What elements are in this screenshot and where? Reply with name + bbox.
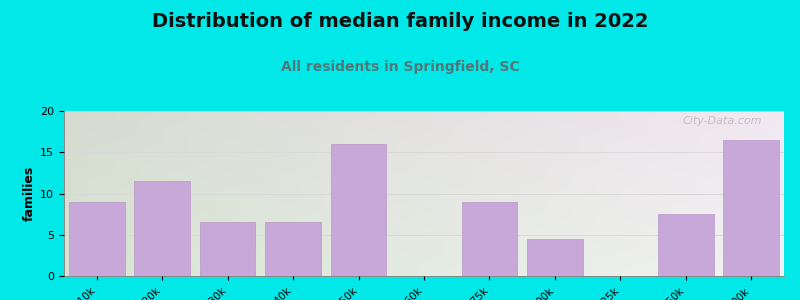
Bar	[200, 222, 255, 276]
Bar	[69, 202, 125, 276]
Bar	[658, 214, 714, 276]
Bar	[330, 144, 386, 276]
Bar	[462, 202, 518, 276]
Bar	[266, 222, 321, 276]
Bar	[134, 181, 190, 276]
Text: City-Data.com: City-Data.com	[683, 116, 762, 126]
Text: Distribution of median family income in 2022: Distribution of median family income in …	[152, 12, 648, 31]
Y-axis label: families: families	[23, 166, 36, 221]
Bar	[723, 140, 779, 276]
Bar	[527, 239, 582, 276]
Text: All residents in Springfield, SC: All residents in Springfield, SC	[281, 60, 519, 74]
